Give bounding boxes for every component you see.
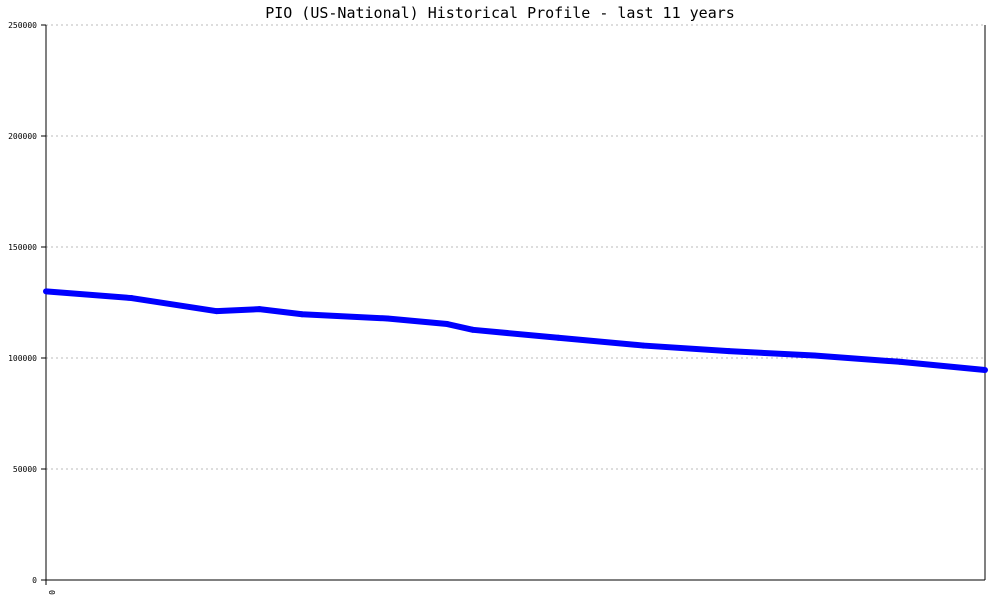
data-point <box>384 315 391 322</box>
data-point <box>43 288 49 295</box>
data-point <box>444 321 451 328</box>
data-point <box>811 352 818 359</box>
y-tick-label: 0 <box>32 576 37 585</box>
y-tick-label: 50000 <box>13 465 37 474</box>
chart-title: PIO (US-National) Historical Profile - l… <box>265 4 735 22</box>
data-point <box>213 308 220 315</box>
data-point <box>299 311 306 318</box>
y-tick-label: 100000 <box>8 354 37 363</box>
data-point <box>725 348 732 355</box>
data-point <box>982 366 988 373</box>
y-tick-label: 150000 <box>8 243 37 252</box>
data-point <box>896 358 903 365</box>
data-point <box>469 326 476 333</box>
y-tick-label: 200000 <box>8 132 37 141</box>
y-tick-label: 250000 <box>8 21 37 30</box>
x-tick-label: 0 <box>47 590 56 595</box>
series-line-0 <box>45 288 986 373</box>
data-point <box>128 295 135 302</box>
data-point <box>640 342 647 349</box>
data-point <box>555 334 562 341</box>
data-point <box>256 306 263 313</box>
